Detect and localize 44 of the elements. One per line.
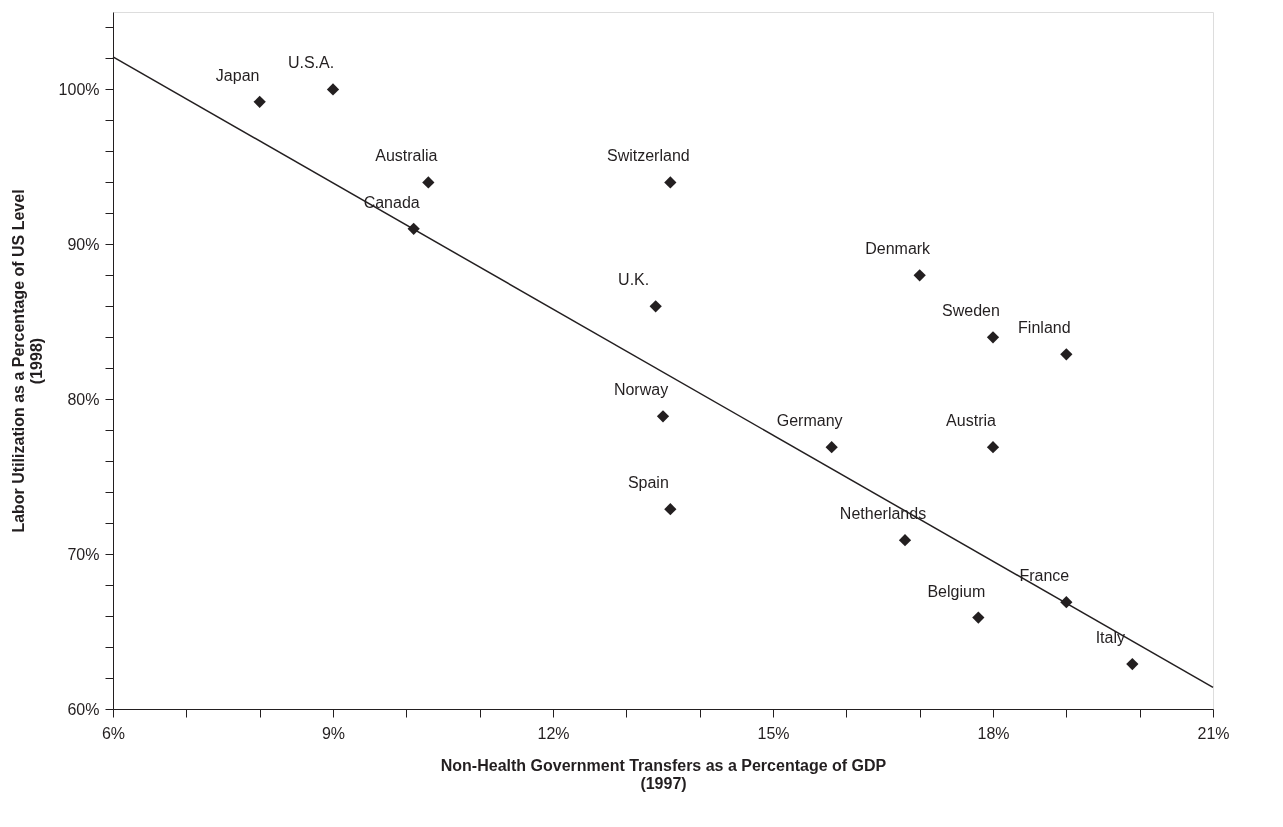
y-tick-label: 90% (67, 235, 100, 253)
annotation: Denmark (865, 240, 932, 258)
point (913, 269, 926, 282)
annotation: Canada (363, 193, 420, 211)
y-tick-label: 100% (58, 80, 100, 98)
annotation: Belgium (927, 582, 986, 600)
x-tick-label: 6% (101, 724, 126, 742)
annotation: Germany (776, 412, 843, 430)
point (664, 176, 677, 189)
point (326, 83, 340, 96)
point (253, 95, 266, 108)
y-tick-label: 80% (67, 390, 100, 408)
y-tick-label: 70% (67, 545, 100, 563)
annotation: U.S.A. (287, 54, 335, 72)
point (825, 441, 838, 454)
annotation: U.K. (618, 271, 650, 289)
y-tick-label: 60% (67, 700, 100, 718)
point (664, 503, 677, 516)
x-tick-label: 21% (1197, 724, 1230, 742)
point (972, 611, 985, 624)
annotation: Switzerland (606, 147, 690, 165)
point (986, 441, 1000, 454)
point (649, 300, 662, 313)
x-tick-label: 12% (537, 724, 570, 742)
annotation: Austria (946, 412, 996, 430)
point (422, 176, 435, 189)
annotation: Sweden (942, 302, 1000, 320)
annotation: Australia (375, 147, 438, 165)
point (1060, 348, 1073, 361)
point (986, 331, 1000, 344)
point (656, 410, 670, 423)
annotation: Spain (627, 474, 669, 492)
x-axis-title: Non-Health Government Transfers as a Percentage of GDP (1997) (440, 756, 887, 792)
x-tick-label: 18% (977, 724, 1010, 742)
x-tick-label: 9% (321, 724, 346, 742)
y-axis-title: Labor Utilization as a Percentage of US Level (1998) (9, 189, 45, 533)
annotation: France (1019, 567, 1070, 585)
annotation: Norway (613, 381, 669, 399)
point (1126, 657, 1139, 671)
x-tick-label: 15% (757, 724, 790, 742)
annotation: Italy (1095, 629, 1126, 647)
point (898, 534, 912, 547)
annotation: Japan (215, 66, 260, 84)
annotation: Finland (1018, 319, 1071, 337)
